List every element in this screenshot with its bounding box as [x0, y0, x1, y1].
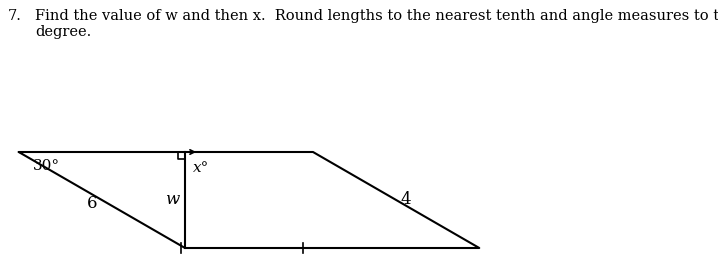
Text: 6: 6: [87, 196, 97, 212]
Text: 4: 4: [401, 192, 411, 209]
Text: 30°: 30°: [33, 159, 60, 173]
Text: x°: x°: [193, 161, 209, 175]
Text: w: w: [165, 192, 179, 209]
Text: 7.: 7.: [8, 9, 22, 23]
Text: Find the value of w and then x.  Round lengths to the nearest tenth and angle me: Find the value of w and then x. Round le…: [35, 9, 718, 39]
